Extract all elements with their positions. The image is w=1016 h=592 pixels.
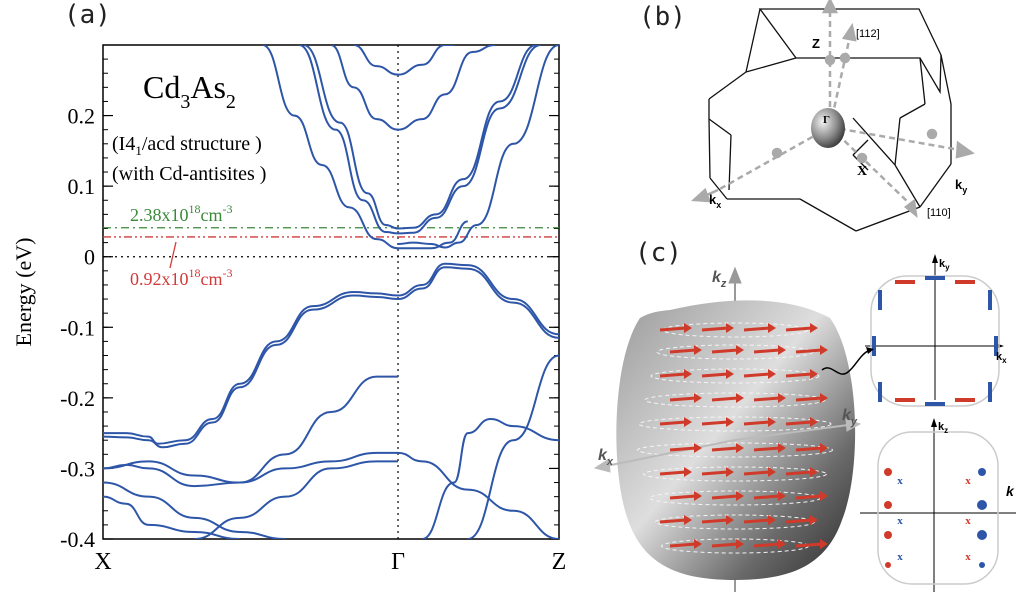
band-line xyxy=(398,45,559,249)
band-line xyxy=(103,495,240,539)
y-tick-label: -0.2 xyxy=(60,386,95,411)
band-line xyxy=(353,45,455,76)
y-tick-label: 0 xyxy=(84,245,95,270)
band-line xyxy=(194,460,399,539)
panel-a-label: (a) xyxy=(64,0,111,30)
band-line xyxy=(303,45,537,230)
y-axis-label: Energy (eV) xyxy=(11,238,36,347)
band-line xyxy=(103,451,559,539)
x-tick-label: Z xyxy=(552,549,567,575)
y-tick-label: -0.1 xyxy=(60,315,95,340)
band-curves xyxy=(103,45,559,539)
band-line xyxy=(103,266,559,449)
reference-lines xyxy=(103,227,559,258)
doping-green-label: 2.38x1018cm-3 xyxy=(130,202,233,225)
x-tick-label: X xyxy=(94,549,111,575)
doping-red-pointer xyxy=(169,241,177,269)
y-tick-label: 0.1 xyxy=(68,174,96,199)
band-line xyxy=(298,45,541,235)
panel-c-label: (c) xyxy=(635,238,682,268)
y-tick-label: -0.3 xyxy=(60,456,95,481)
band-line xyxy=(421,418,559,539)
band-line xyxy=(103,262,559,445)
y-tick-label: -0.4 xyxy=(60,527,95,552)
doping-red-label: 0.92x1018cm-3 xyxy=(130,266,233,289)
material-formula: Cd3As2 xyxy=(143,69,236,113)
panel-b-label: (b) xyxy=(639,2,686,32)
antisites-label: (with Cd-antisites ) xyxy=(112,163,266,185)
x-tick-label: Γ xyxy=(391,549,405,575)
band-line xyxy=(330,45,496,131)
band-line xyxy=(467,354,559,539)
band-line xyxy=(103,375,399,488)
structure-label: (I41/acd structure ) xyxy=(112,133,262,158)
y-tick-label: 0.2 xyxy=(68,104,96,129)
band-line xyxy=(103,481,286,539)
y-axis-ticks: -0.4 -0.3 -0.2 -0.1 0 0.1 0.2 xyxy=(60,44,559,552)
